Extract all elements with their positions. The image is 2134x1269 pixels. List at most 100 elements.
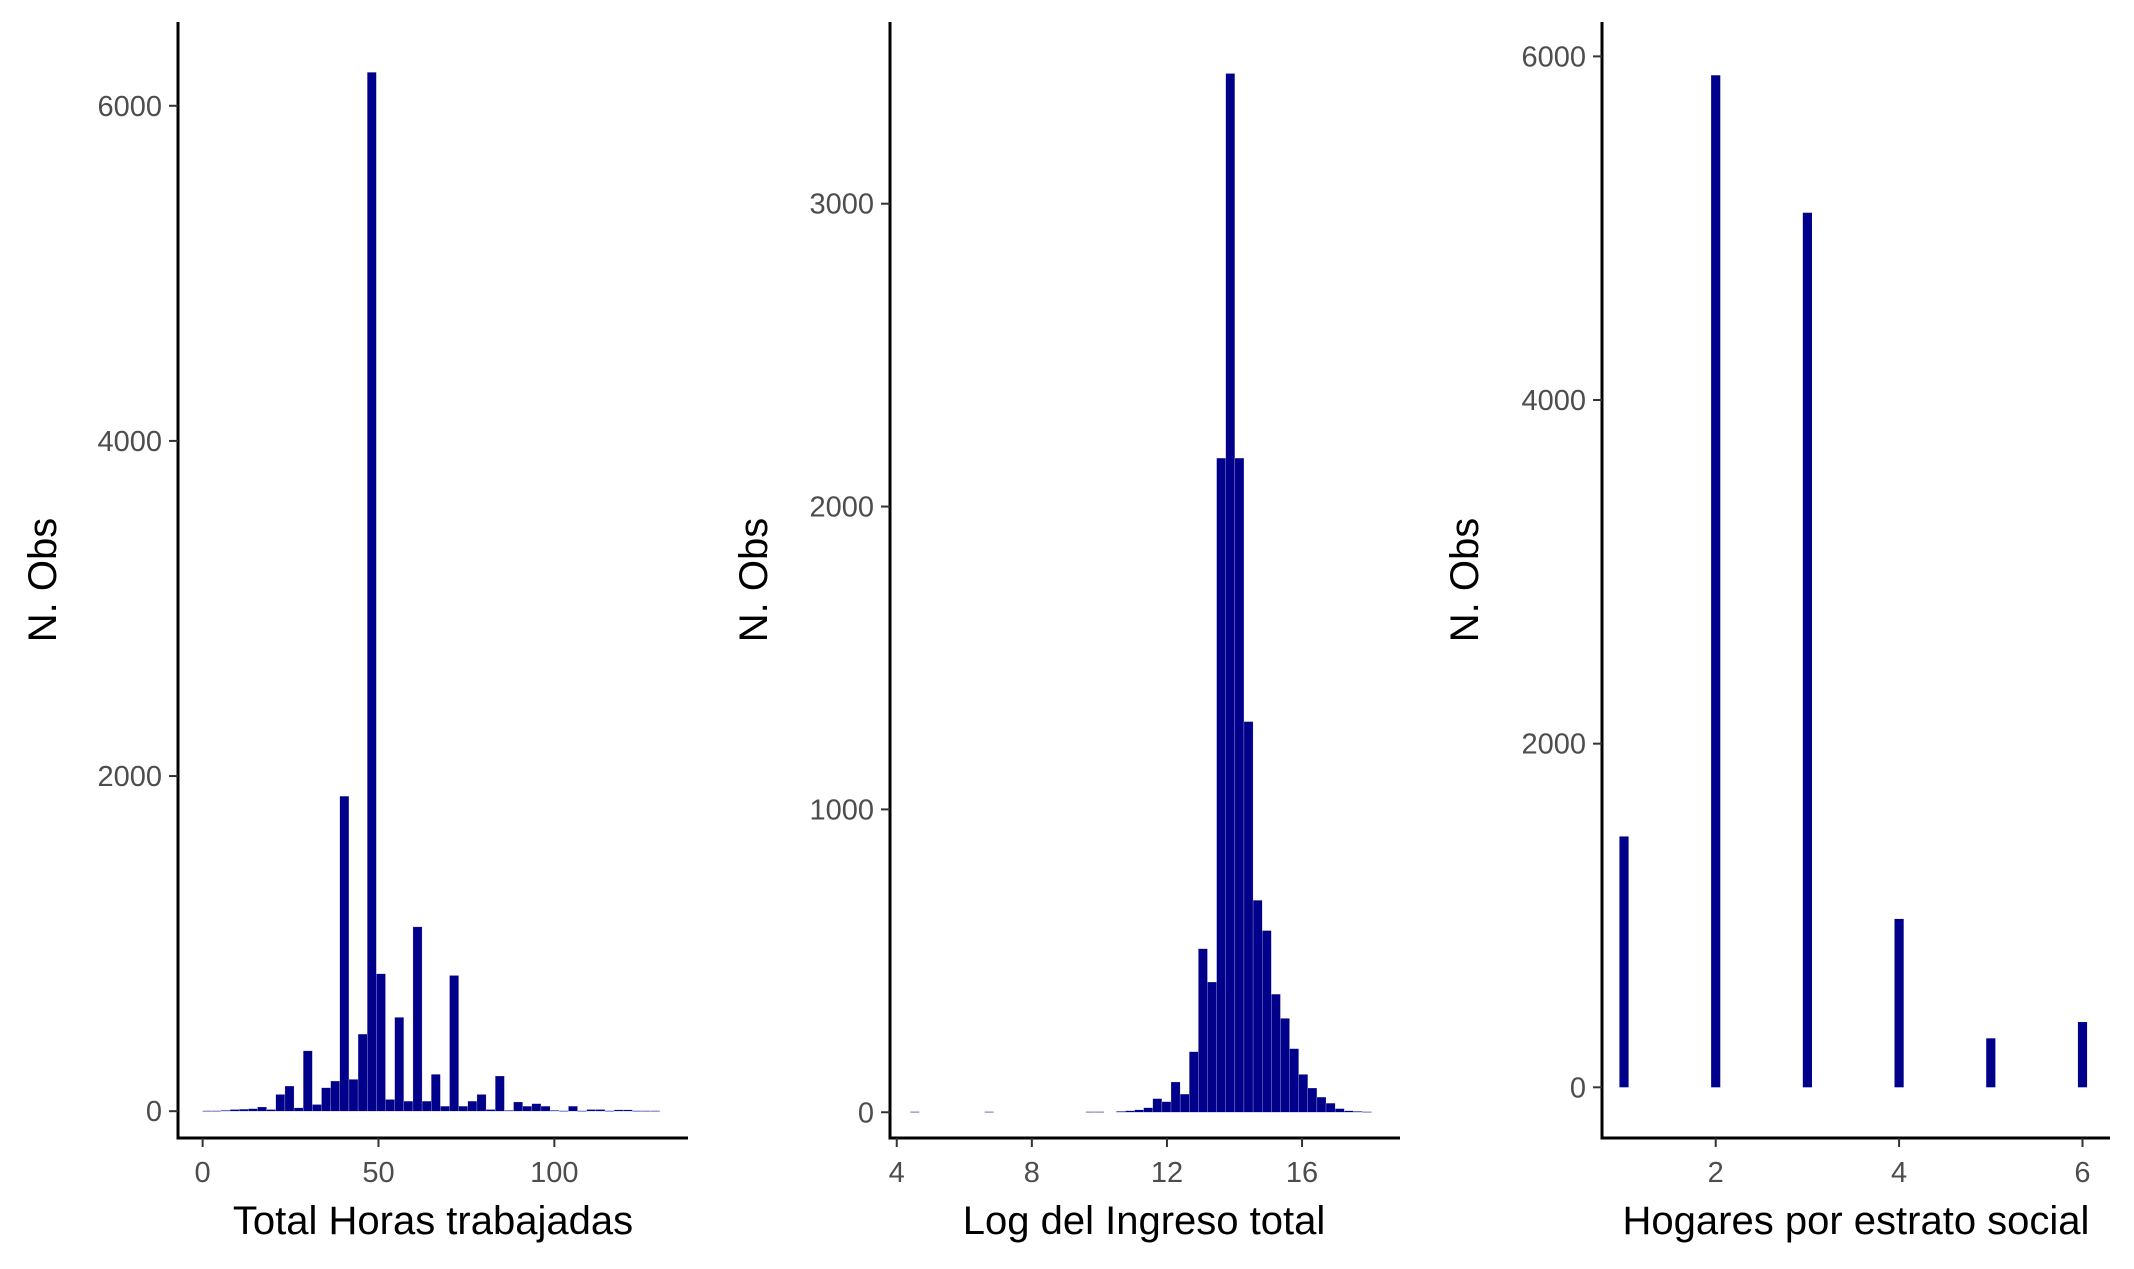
income-y-tick-label-2000: 2000 [809, 492, 874, 524]
income-bar-25 [1307, 1087, 1318, 1113]
income-y-tick-label-0: 0 [858, 1097, 874, 1129]
income-bar-6 [1134, 1109, 1144, 1113]
income-bar-23 [1289, 1048, 1299, 1113]
hours-bar-10 [293, 1107, 304, 1112]
hours-bar-24 [421, 1100, 432, 1112]
hours-bar-2 [220, 1110, 231, 1112]
hours-histogram-bars [202, 72, 661, 1112]
income-bar-22 [1280, 1018, 1290, 1113]
hours-bar-34 [513, 1101, 523, 1112]
panel-stratum-bars: 0 2000 4000 6000 2 4 6 Hogares por estrato soc… [1443, 22, 2110, 1243]
stratum-bar-2 [1711, 75, 1721, 1088]
income-x-tick-label-8: 8 [1024, 1157, 1040, 1189]
hours-bar-38 [549, 1110, 560, 1112]
income-y-tick-label-3000: 3000 [809, 189, 874, 221]
income-bar-31 [1362, 1111, 1372, 1113]
income-bar-30 [1353, 1111, 1363, 1113]
hours-bar-39 [559, 1110, 569, 1112]
hours-y-tick-label-6000: 6000 [97, 91, 162, 123]
income-histogram-bars [910, 73, 1372, 1113]
hours-bar-12 [312, 1104, 322, 1112]
stratum-bars [1619, 75, 2088, 1088]
hours-bar-27 [449, 975, 459, 1112]
income-x-tick-label-12: 12 [1151, 1157, 1183, 1189]
income-bar-9 [1161, 1101, 1172, 1113]
income-bar-17 [1234, 457, 1245, 1113]
income-x-axis-title: Log del Ingreso total [963, 1199, 1325, 1243]
stratum-axes: 0 2000 4000 6000 2 4 6 [1521, 22, 2110, 1189]
income-bar-1 [984, 1111, 994, 1113]
hours-x-axis-title: Total Horas trabajadas [233, 1199, 633, 1243]
stratum-x-tick-label-4: 4 [1891, 1157, 1907, 1189]
hours-bar-21 [394, 1017, 405, 1112]
stratum-x-tick-label-6: 6 [2074, 1157, 2090, 1189]
hours-bar-26 [440, 1105, 450, 1112]
hours-bar-37 [540, 1105, 551, 1112]
stratum-x-tick-label-2: 2 [1708, 1157, 1724, 1189]
hours-bar-45 [613, 1109, 624, 1112]
income-bar-24 [1298, 1074, 1309, 1113]
hours-bar-48 [641, 1110, 651, 1112]
hours-bar-28 [458, 1105, 469, 1112]
hours-bar-14 [330, 1080, 340, 1112]
income-bar-18 [1243, 721, 1254, 1113]
hours-bar-44 [604, 1110, 615, 1112]
hours-bar-22 [403, 1100, 414, 1112]
hours-bar-33 [504, 1110, 514, 1112]
hours-bar-11 [303, 1050, 313, 1112]
income-bar-11 [1179, 1093, 1190, 1113]
hours-bar-18 [367, 72, 377, 1112]
hours-bar-43 [595, 1109, 606, 1112]
hours-bar-47 [632, 1110, 642, 1112]
hours-bar-16 [348, 1079, 359, 1112]
income-bar-28 [1334, 1108, 1345, 1113]
stratum-y-tick-label-0: 0 [1570, 1072, 1586, 1104]
hours-bar-19 [376, 973, 386, 1112]
income-x-tick-label-16: 16 [1286, 1157, 1318, 1189]
income-bar-7 [1143, 1107, 1153, 1113]
stratum-bar-5 [1986, 1038, 1996, 1088]
income-bar-13 [1198, 948, 1208, 1113]
income-bar-21 [1271, 993, 1281, 1113]
income-bar-14 [1207, 981, 1217, 1113]
hours-histogram-axes: 0 2000 4000 6000 0 50 100 [97, 22, 688, 1189]
income-bar-10 [1170, 1081, 1181, 1113]
hours-y-axis-title: N. Obs [21, 518, 65, 642]
income-x-tick-label-4: 4 [889, 1157, 905, 1189]
hours-bar-15 [339, 795, 350, 1112]
income-bar-27 [1325, 1102, 1336, 1113]
hours-bar-5 [248, 1108, 258, 1112]
hours-bar-1 [211, 1110, 222, 1112]
hours-bar-9 [284, 1085, 295, 1112]
hours-bar-46 [623, 1109, 633, 1112]
hours-bar-32 [495, 1075, 505, 1112]
hours-y-tick-label-0: 0 [146, 1096, 162, 1128]
hours-bar-6 [257, 1106, 267, 1112]
income-bar-20 [1261, 930, 1272, 1113]
hours-x-tick-label-0: 0 [195, 1157, 211, 1189]
income-bar-15 [1216, 457, 1226, 1113]
hours-x-tick-label-100: 100 [530, 1157, 578, 1189]
hours-bar-3 [229, 1109, 240, 1112]
stratum-bar-3 [1802, 212, 1812, 1088]
stratum-bar-6 [2077, 1022, 2088, 1088]
stratum-x-axis-title: Hogares por estrato social [1623, 1199, 2090, 1243]
hours-bar-36 [531, 1103, 542, 1112]
income-bar-5 [1125, 1110, 1135, 1113]
hours-y-tick-label-4000: 4000 [97, 426, 162, 458]
stratum-y-tick-label-2000: 2000 [1521, 729, 1586, 761]
hours-bar-7 [266, 1109, 276, 1112]
income-y-axis-title: N. Obs [732, 518, 776, 642]
income-y-tick-label-1000: 1000 [809, 794, 874, 826]
income-bar-26 [1316, 1096, 1327, 1113]
hours-bar-40 [568, 1105, 578, 1112]
hours-bar-42 [586, 1109, 597, 1112]
stratum-y-tick-label-6000: 6000 [1521, 41, 1586, 73]
hours-bar-30 [476, 1094, 487, 1112]
income-bar-8 [1152, 1098, 1163, 1113]
hours-bar-13 [321, 1087, 331, 1112]
hours-bar-17 [357, 1033, 368, 1112]
hours-bar-23 [412, 926, 423, 1112]
hours-bar-8 [275, 1094, 286, 1112]
